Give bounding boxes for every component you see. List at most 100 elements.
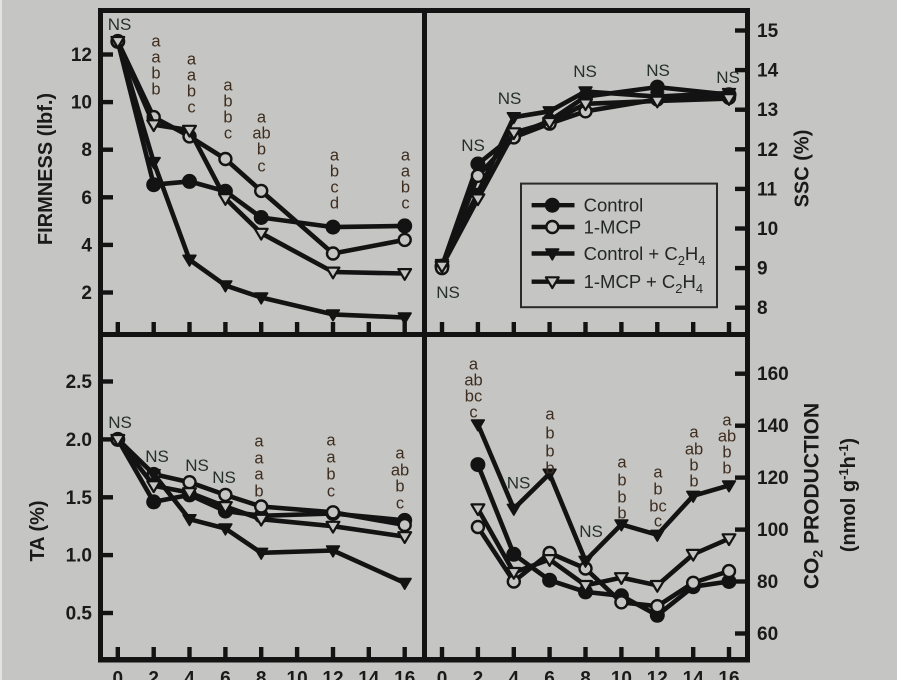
svg-text:b: b [257, 141, 266, 159]
svg-text:b: b [223, 93, 232, 111]
svg-text:a: a [151, 33, 161, 51]
svg-text:NS: NS [716, 68, 740, 87]
svg-text:14: 14 [358, 669, 380, 680]
svg-text:10: 10 [757, 219, 778, 240]
svg-text:2: 2 [148, 669, 159, 680]
svg-text:8: 8 [81, 140, 92, 161]
svg-text:11: 11 [757, 179, 778, 200]
svg-text:13: 13 [757, 100, 778, 121]
svg-text:12: 12 [71, 45, 92, 66]
svg-text:8: 8 [580, 669, 591, 680]
svg-text:ab: ab [464, 372, 482, 390]
svg-text:160: 160 [757, 364, 789, 385]
svg-text:b: b [151, 81, 160, 99]
svg-text:a: a [254, 433, 264, 451]
svg-text:Control + C2H4: Control + C2H4 [584, 243, 706, 268]
svg-text:a: a [187, 67, 197, 85]
svg-text:ab: ab [718, 428, 736, 446]
svg-text:NS: NS [579, 522, 603, 541]
svg-text:6: 6 [220, 669, 231, 680]
svg-text:b: b [617, 489, 626, 507]
svg-text:(nmol g-1h-1): (nmol g-1h-1) [836, 438, 860, 552]
svg-text:NS: NS [212, 468, 236, 487]
svg-text:NS: NS [436, 283, 460, 302]
svg-text:a: a [722, 412, 732, 430]
svg-text:c: c [396, 495, 404, 513]
svg-text:1-MCP: 1-MCP [584, 217, 642, 238]
svg-text:b: b [330, 163, 339, 181]
svg-text:FIRMNESS (lbf.): FIRMNESS (lbf.) [35, 93, 57, 245]
svg-text:c: c [327, 483, 335, 501]
svg-text:a: a [545, 406, 555, 424]
svg-text:b: b [545, 443, 554, 461]
svg-text:ab: ab [391, 462, 409, 480]
svg-text:140: 140 [757, 416, 789, 437]
svg-text:b: b [653, 481, 662, 499]
svg-text:2.5: 2.5 [66, 372, 93, 393]
svg-text:b: b [689, 473, 698, 491]
svg-text:a: a [653, 464, 663, 482]
svg-text:b: b [545, 460, 554, 478]
svg-text:b: b [326, 466, 335, 484]
svg-text:a: a [187, 51, 197, 69]
svg-text:a: a [469, 356, 479, 374]
svg-text:CO2 PRODUCTION: CO2 PRODUCTION [801, 403, 826, 589]
svg-text:b: b [617, 472, 626, 490]
svg-text:60: 60 [757, 624, 778, 645]
svg-text:ab: ab [252, 125, 270, 143]
svg-text:4: 4 [81, 235, 92, 256]
svg-text:b: b [722, 444, 731, 462]
svg-text:6: 6 [544, 669, 555, 680]
svg-text:16: 16 [394, 669, 415, 680]
svg-text:c: c [469, 404, 477, 422]
svg-text:120: 120 [757, 468, 789, 489]
svg-text:TA (%): TA (%) [27, 500, 49, 561]
svg-text:a: a [257, 109, 267, 127]
svg-text:15: 15 [757, 21, 779, 42]
svg-text:c: c [187, 99, 195, 117]
svg-text:12: 12 [322, 669, 343, 680]
svg-text:a: a [254, 450, 264, 468]
svg-text:a: a [617, 454, 627, 472]
svg-text:100: 100 [757, 520, 789, 541]
svg-text:c: c [654, 513, 662, 531]
svg-text:8: 8 [757, 298, 768, 319]
svg-text:SSC (%): SSC (%) [792, 130, 814, 208]
svg-text:c: c [257, 158, 265, 176]
svg-text:16: 16 [718, 669, 739, 680]
svg-text:a: a [401, 147, 411, 165]
svg-text:bc: bc [465, 388, 482, 406]
svg-text:NS: NS [108, 15, 132, 34]
svg-text:80: 80 [757, 572, 778, 593]
svg-text:NS: NS [498, 89, 522, 108]
svg-text:9: 9 [757, 259, 768, 280]
svg-text:b: b [689, 457, 698, 475]
svg-text:10: 10 [611, 669, 632, 680]
svg-text:a: a [330, 147, 340, 165]
svg-text:8: 8 [256, 669, 267, 680]
svg-text:4: 4 [184, 669, 195, 680]
svg-text:0.5: 0.5 [66, 604, 93, 625]
svg-text:12: 12 [647, 669, 668, 680]
svg-text:c: c [224, 125, 232, 143]
svg-text:b: b [401, 179, 410, 197]
svg-text:bc: bc [649, 498, 666, 516]
svg-text:0: 0 [113, 669, 124, 680]
svg-text:a: a [151, 49, 161, 67]
svg-text:a: a [395, 445, 405, 463]
svg-text:2: 2 [81, 283, 92, 304]
svg-text:b: b [617, 505, 626, 523]
svg-text:NS: NS [185, 456, 209, 475]
svg-text:14: 14 [757, 61, 779, 82]
svg-text:b: b [151, 65, 160, 83]
svg-text:1.5: 1.5 [66, 488, 93, 509]
svg-text:6: 6 [81, 188, 92, 209]
svg-text:2.0: 2.0 [66, 430, 92, 451]
svg-text:c: c [330, 179, 338, 197]
svg-text:Control: Control [584, 195, 644, 216]
svg-text:12: 12 [757, 140, 778, 161]
svg-text:14: 14 [683, 669, 705, 680]
svg-text:NS: NS [145, 447, 169, 466]
svg-text:ab: ab [685, 441, 703, 459]
svg-text:10: 10 [71, 93, 92, 114]
